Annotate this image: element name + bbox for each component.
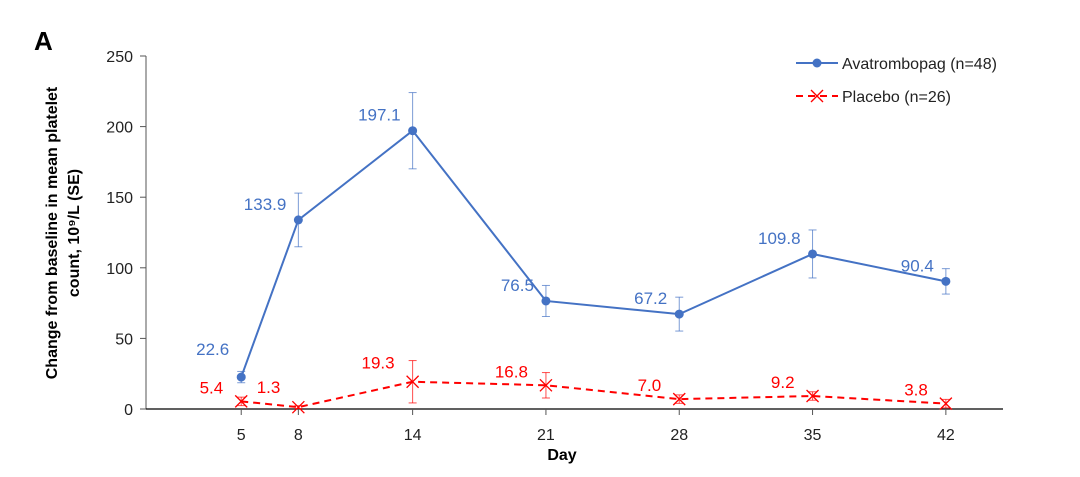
data-point xyxy=(672,392,686,406)
data-label: 67.2 xyxy=(634,289,667,308)
data-point xyxy=(291,400,305,414)
series-line-placebo xyxy=(241,380,946,409)
data-label: 9.2 xyxy=(771,373,795,392)
x-marker-stroke xyxy=(234,394,248,408)
data-label: 76.5 xyxy=(501,276,534,295)
data-label: 90.4 xyxy=(901,256,934,275)
data-label: 7.0 xyxy=(638,376,662,395)
data-label: 19.3 xyxy=(362,354,395,373)
data-label: 3.8 xyxy=(904,381,928,400)
x-tick-label: 14 xyxy=(404,427,422,444)
data-point xyxy=(674,309,684,319)
data-label: 1.3 xyxy=(257,378,281,397)
data-label: 133.9 xyxy=(244,195,287,214)
data-point xyxy=(408,126,418,136)
legend-label: Placebo (n=26) xyxy=(842,89,951,106)
data-label: 197.1 xyxy=(358,106,401,125)
legend-marker xyxy=(812,58,822,68)
y-axis-title-line1: Change from baseline in mean platelet xyxy=(44,86,61,379)
y-tick-label: 50 xyxy=(115,331,133,348)
x-tick-label: 5 xyxy=(237,427,246,444)
x-tick-label: 21 xyxy=(537,427,555,444)
data-point xyxy=(406,375,420,389)
data-label: 109.8 xyxy=(758,229,801,248)
y-tick-label: 200 xyxy=(106,120,133,137)
x-marker-stroke xyxy=(939,397,953,411)
x-marker-stroke xyxy=(291,400,305,414)
y-axis-title: Change from baseline in mean platelet co… xyxy=(44,86,83,379)
data-point xyxy=(939,397,953,411)
y-axis-title-line2: count, 10⁹/L (SE) xyxy=(66,169,83,297)
data-point xyxy=(941,276,951,286)
x-tick-label: 8 xyxy=(294,427,303,444)
y-tick-label: 150 xyxy=(106,190,133,207)
x-axis-title: Day xyxy=(547,447,576,464)
x-tick-label: 42 xyxy=(937,427,955,444)
y-tick-label: 0 xyxy=(124,402,133,419)
x-marker-stroke xyxy=(672,392,686,406)
x-marker-stroke xyxy=(806,389,820,403)
legend-label: Avatrombopag (n=48) xyxy=(842,56,997,73)
data-point xyxy=(539,378,553,392)
data-point xyxy=(293,215,303,225)
data-point xyxy=(808,249,818,259)
x-tick-label: 28 xyxy=(670,427,688,444)
data-label: 22.6 xyxy=(196,340,229,359)
y-tick-label: 250 xyxy=(106,49,133,66)
x-marker-stroke xyxy=(406,375,420,389)
data-label: 16.8 xyxy=(495,362,528,381)
data-point xyxy=(234,394,248,408)
data-label: 5.4 xyxy=(200,378,224,397)
legend-marker xyxy=(810,89,824,103)
panel-label: A xyxy=(34,26,53,56)
x-marker-stroke xyxy=(539,378,553,392)
y-tick-label: 100 xyxy=(106,261,133,278)
x-tick-label: 35 xyxy=(804,427,822,444)
data-point xyxy=(806,389,820,403)
data-point xyxy=(236,372,246,382)
data-point xyxy=(541,296,551,306)
series-line-avatrombopag xyxy=(240,129,947,378)
